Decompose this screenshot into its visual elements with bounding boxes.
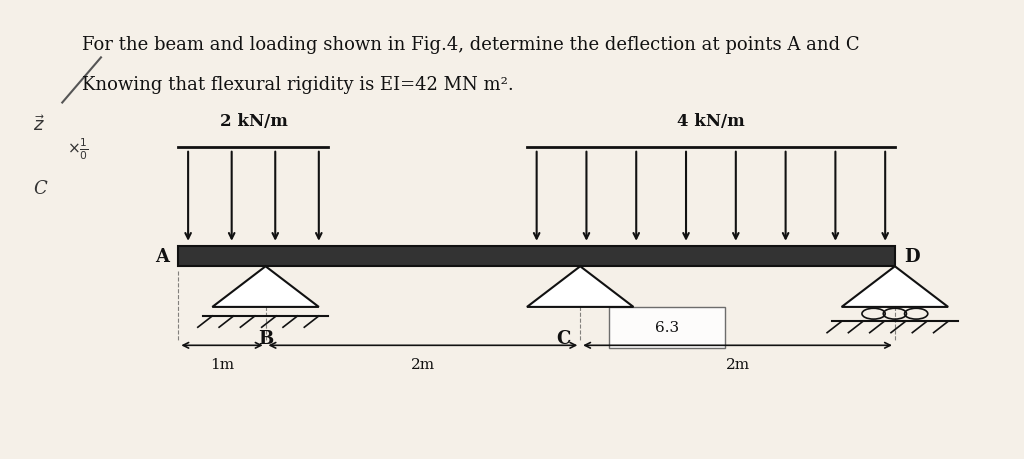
Text: C: C [33, 179, 47, 197]
Polygon shape [212, 267, 318, 307]
Text: 1m: 1m [210, 357, 234, 371]
FancyBboxPatch shape [178, 246, 895, 267]
Text: A: A [155, 247, 169, 265]
Polygon shape [527, 267, 634, 307]
Text: 6.3: 6.3 [655, 320, 679, 335]
Text: 2m: 2m [725, 357, 750, 371]
Text: For the beam and loading shown in Fig.4, determine the deflection at points A an: For the beam and loading shown in Fig.4,… [82, 36, 859, 54]
Text: $\vec{z}$: $\vec{z}$ [33, 115, 46, 134]
Text: C: C [556, 330, 570, 348]
Text: 4 kN/m: 4 kN/m [677, 112, 744, 129]
Polygon shape [842, 267, 948, 307]
Text: $\times \frac{1}{0}$: $\times \frac{1}{0}$ [68, 136, 89, 161]
Text: B: B [258, 330, 273, 348]
FancyBboxPatch shape [609, 307, 725, 348]
Text: 2 kN/m: 2 kN/m [219, 112, 288, 129]
Text: D: D [904, 247, 921, 265]
Text: Knowing that flexural rigidity is EI=42 MN m².: Knowing that flexural rigidity is EI=42 … [82, 76, 513, 94]
Text: 2m: 2m [411, 357, 435, 371]
